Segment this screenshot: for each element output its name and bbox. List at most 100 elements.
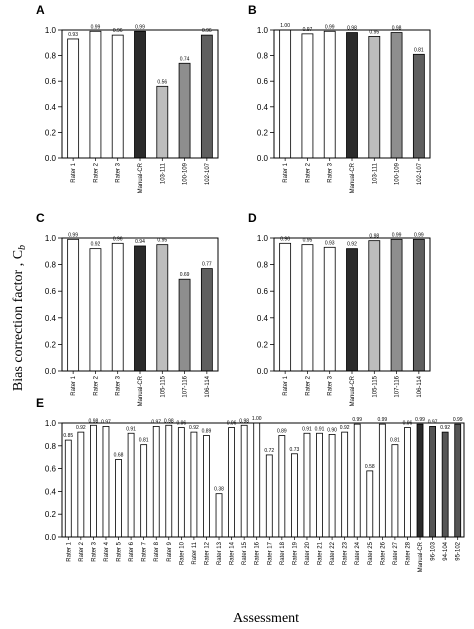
bar-5	[368, 36, 381, 159]
y-tick-label: 0.6	[45, 287, 57, 296]
data-label: 0.89	[202, 429, 212, 435]
panel-d: D 0.96 Rater 1 0.95 Rater 2 0.93 Rater 3 0.92 Ma…	[248, 211, 431, 406]
category-label: Rater 1	[66, 541, 72, 561]
bar-14	[228, 427, 235, 538]
bar-32	[454, 423, 462, 538]
category-label: 102-107	[417, 162, 423, 185]
panel-e: E 0.85 Rater 1 0.92 Rater 2 0.98 Rater 3 0.97 Ra…	[36, 396, 465, 572]
bar-7	[140, 444, 148, 538]
bar-3	[323, 30, 336, 159]
category-label: Rater 26	[380, 541, 386, 565]
data-label: 0.99	[392, 232, 402, 238]
category-label: Manual-CR	[418, 541, 424, 572]
bar-29	[416, 423, 424, 538]
data-label: 0.73	[290, 447, 300, 453]
y-tick-label: 1.0	[45, 419, 57, 428]
data-label: 0.69	[180, 272, 190, 278]
bar-16	[253, 422, 261, 538]
bar-23	[341, 431, 349, 538]
data-label: 0.99	[414, 232, 424, 238]
category-label: Rater 28	[405, 541, 411, 565]
y-tick-label: 0.2	[257, 340, 269, 349]
bar-2	[301, 244, 314, 372]
data-label: 0.97	[101, 419, 111, 425]
category-label: Rater 1	[283, 375, 289, 395]
data-label: 0.81	[414, 47, 424, 53]
y-tick-label: 0.2	[45, 340, 57, 349]
data-label: 0.99	[415, 417, 425, 423]
bar-6	[390, 238, 403, 372]
bar-24	[353, 423, 361, 538]
y-tick-label: 0.8	[45, 442, 57, 451]
y-tick-label: 0.0	[45, 154, 57, 163]
data-label: 0.72	[264, 448, 274, 454]
bar-4	[134, 245, 146, 372]
bar-4	[102, 426, 110, 538]
bar-2	[77, 431, 85, 538]
y-tick-label: 0.0	[257, 367, 269, 376]
bar-25	[366, 470, 374, 538]
bar-6	[127, 432, 135, 538]
data-label: 0.89	[277, 429, 287, 435]
bar-6	[178, 278, 191, 372]
data-label: 0.81	[390, 438, 400, 444]
bar-3	[323, 246, 336, 372]
data-label: 0.96	[113, 28, 123, 34]
data-label: 0.98	[392, 26, 402, 32]
data-label: 0.95	[157, 238, 167, 244]
category-label: Rater 3	[116, 375, 122, 395]
data-label: 0.74	[180, 56, 190, 62]
category-label: Rater 23	[343, 541, 349, 565]
bar-7	[200, 34, 213, 159]
category-label: Rater 2	[93, 375, 99, 395]
category-label: Rater 3	[91, 541, 97, 561]
panel-letter: E	[36, 396, 44, 410]
data-label: 1.00	[252, 416, 262, 422]
plot-frame	[273, 29, 431, 159]
bar-3	[90, 424, 97, 538]
plot-frame	[61, 29, 219, 159]
category-label: Rater 7	[142, 541, 148, 561]
panel-c: C 0.99 Rater 1 0.92 Rater 2 0.96 Rater 3 0.94 Ma…	[36, 211, 219, 406]
category-label: Manual-CR	[138, 375, 144, 406]
y-tick-label: 1.0	[257, 234, 269, 243]
y-tick-label: 0.4	[257, 103, 269, 112]
bar-26	[378, 423, 386, 538]
bar-10	[177, 427, 185, 538]
data-label: 0.38	[214, 487, 224, 493]
category-label: Rater 2	[305, 375, 311, 395]
category-label: Rater 9	[167, 541, 173, 561]
y-tick-label: 0.4	[257, 314, 269, 323]
bar-1	[279, 242, 292, 372]
bar-28	[404, 427, 411, 538]
y-tick-label: 0.6	[45, 77, 57, 86]
y-tick-label: 0.8	[257, 52, 269, 61]
category-label: 95-102	[456, 541, 462, 560]
data-label: 0.92	[189, 425, 199, 431]
panels-container: A 0.93 Rater 1 0.99 Rater 2 0.96 Rater 3 0.99 Ma…	[36, 3, 465, 572]
data-label: 0.98	[369, 234, 379, 240]
data-label: 0.95	[303, 238, 313, 244]
bar-2	[301, 33, 314, 159]
bar-19	[291, 453, 298, 538]
bar-13	[215, 493, 223, 538]
data-label: 0.96	[227, 421, 237, 427]
y-tick-label: 0.0	[257, 154, 269, 163]
category-label: Rater 1	[71, 375, 77, 395]
bar-21	[316, 432, 323, 538]
bar-2	[89, 30, 102, 159]
data-label: 0.81	[139, 438, 149, 444]
category-label: 103-111	[160, 162, 166, 184]
y-tick-label: 0.4	[45, 314, 57, 323]
data-label: 0.97	[151, 419, 161, 425]
bar-5	[156, 244, 169, 372]
category-label: Rater 12	[204, 541, 210, 565]
panel-letter: C	[36, 211, 45, 225]
category-label: Manual-CR	[350, 162, 356, 193]
y-tick-label: 1.0	[45, 26, 57, 35]
y-tick-label: 0.8	[45, 52, 57, 61]
bar-3	[111, 34, 124, 159]
y-tick-label: 0.4	[45, 487, 57, 496]
panel-letter: B	[248, 3, 257, 17]
